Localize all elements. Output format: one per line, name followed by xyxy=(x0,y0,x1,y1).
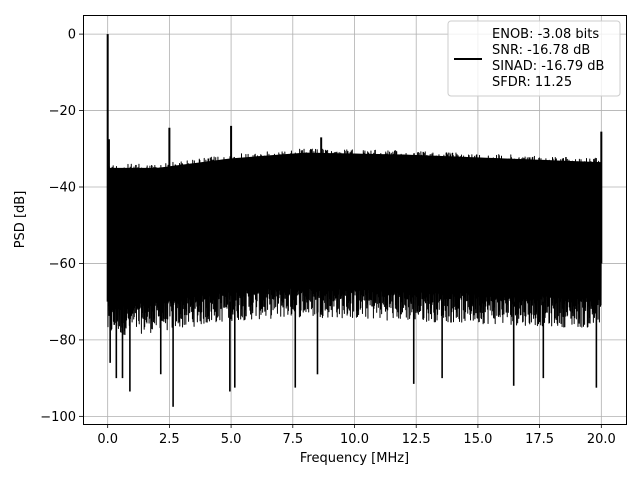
ticks-layer: 0.0 2.5 5.0 7.5 10.0 12.5 15.0 17.5 20.0 0 −20 −40 −… xyxy=(40,28,616,447)
psd-noise-fill xyxy=(107,152,602,306)
y-tick-label: −60 xyxy=(49,257,76,272)
y-tick-label: −80 xyxy=(49,333,76,348)
y-tick-label: −20 xyxy=(49,104,76,119)
legend-entry-sfdr: SFDR: 11.25 xyxy=(492,75,572,90)
x-tick-label: 0.0 xyxy=(97,432,118,447)
x-tick-label: 12.5 xyxy=(402,432,431,447)
x-tick-label: 7.5 xyxy=(282,432,303,447)
x-tick-label: 10.0 xyxy=(340,432,369,447)
x-tick-label: 17.5 xyxy=(525,432,554,447)
x-tick-label: 5.0 xyxy=(221,432,242,447)
plot-frame xyxy=(83,15,627,425)
x-tick-label: 15.0 xyxy=(463,432,492,447)
y-tick-label: −40 xyxy=(49,181,76,196)
legend: ENOB: -3.08 bits SNR: -16.78 dB SINAD: -… xyxy=(447,20,621,97)
x-tick-label: 2.5 xyxy=(159,432,180,447)
legend-box xyxy=(447,20,621,97)
legend-entry-enob: ENOB: -3.08 bits xyxy=(492,27,599,42)
y-tick-label: 0 xyxy=(68,28,76,43)
data-layer xyxy=(106,34,603,407)
y-tick-label: −100 xyxy=(40,410,76,425)
legend-entry-snr: SNR: -16.78 dB xyxy=(492,43,590,58)
y-axis-label: PSD [dB] xyxy=(13,191,28,249)
x-tick-label: 20.0 xyxy=(587,432,616,447)
x-axis-label: Frequency [MHz] xyxy=(300,451,409,466)
legend-entry-sinad: SINAD: -16.79 dB xyxy=(492,59,604,74)
